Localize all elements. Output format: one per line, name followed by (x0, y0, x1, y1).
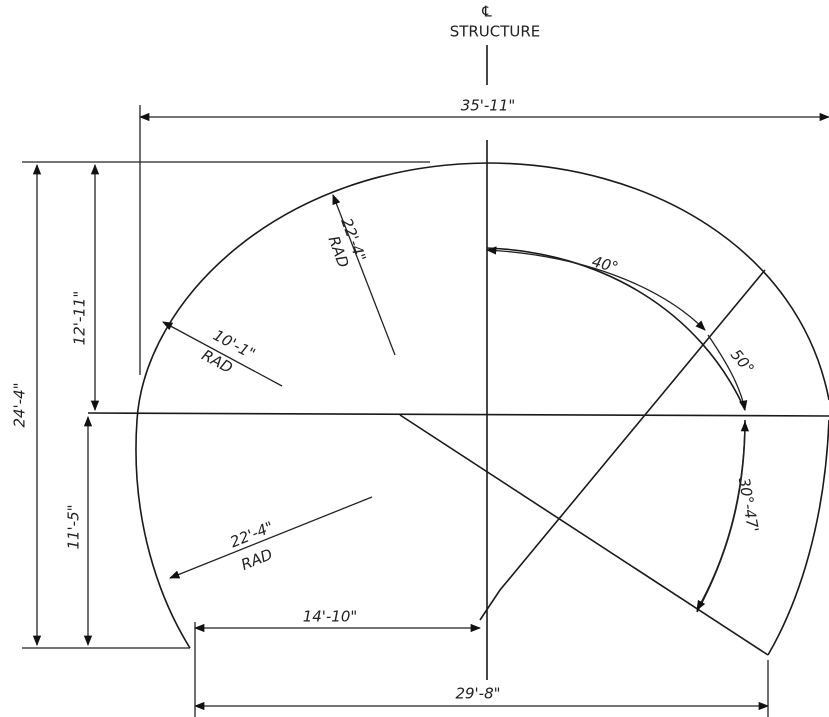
centerline-label: STRUCTURE (450, 23, 541, 41)
geometry (88, 45, 829, 680)
dim-label: 29'-8" (455, 685, 500, 703)
dim-label: 12'-11" (71, 291, 89, 346)
centerline-symbol: ℄ (480, 3, 493, 21)
angle-label: 40° (590, 252, 620, 276)
angle-label: 30°-47' (735, 476, 762, 534)
tunnel-drawing: ℄ STRUCTURE 35'-11" 24'-4" 12'-11" 11'-5… (0, 0, 829, 717)
dim-label: 14'-10" (303, 608, 358, 626)
dim-label: 35'-11" (461, 97, 516, 115)
dim-label: 24'-4" (11, 382, 29, 427)
dim-label: RAD (238, 545, 275, 574)
labels: ℄ STRUCTURE 35'-11" 24'-4" 12'-11" 11'-5… (11, 3, 763, 703)
dim-label: 11'-5" (65, 504, 83, 549)
dimension-lines (22, 105, 829, 717)
